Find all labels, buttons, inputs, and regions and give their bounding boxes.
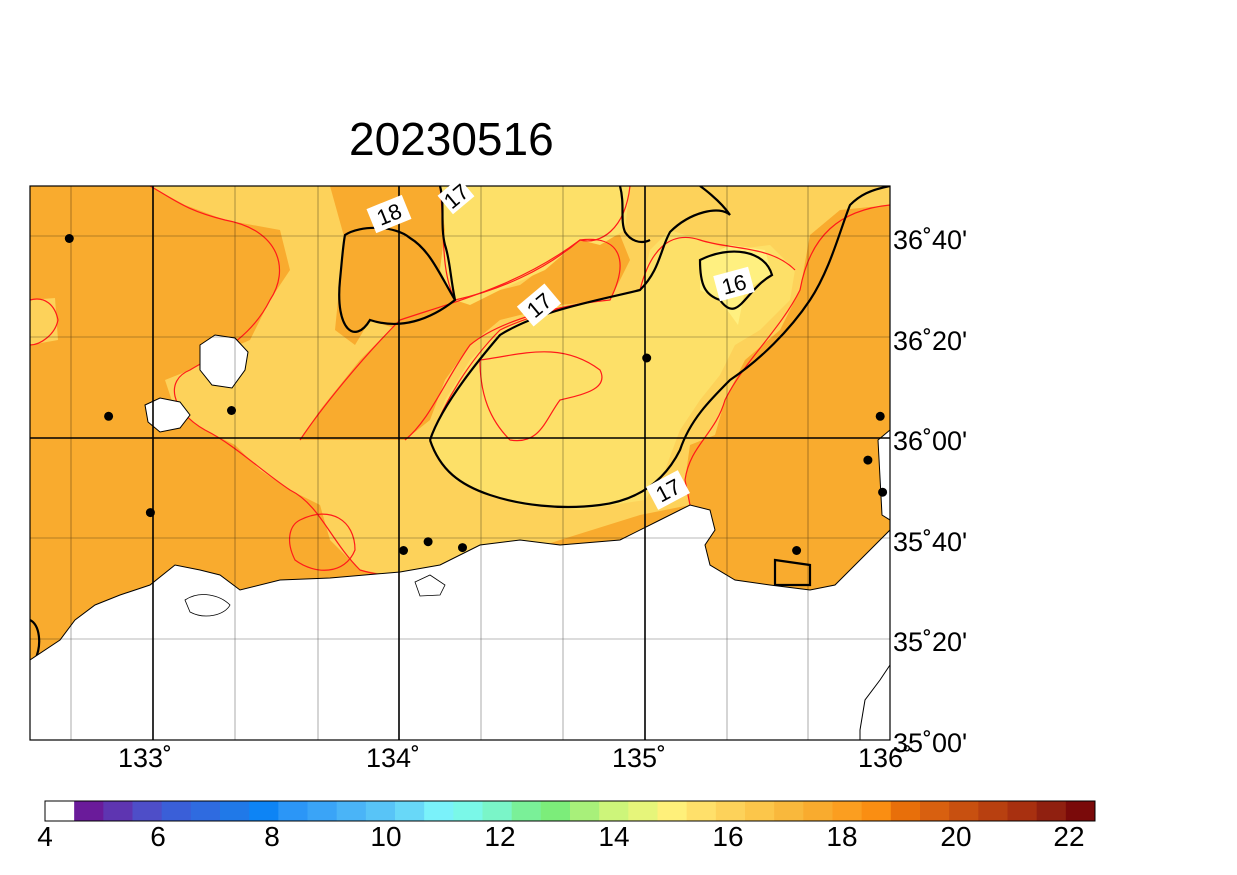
lat-tick-3620: 36˚20' [893,326,967,356]
station-marker [863,455,873,465]
colorbar-swatch [161,801,192,821]
colorbar-swatch [715,801,746,821]
island-dozen [144,397,191,433]
colorbar-label-4: 4 [37,821,53,852]
map-title: 20230516 [349,113,554,165]
colorbar-swatch [395,801,425,821]
colorbar-label-6: 6 [150,821,166,852]
colorbar-swatch [832,801,863,821]
colorbar-swatch [745,801,775,821]
colorbar-swatch [540,801,571,821]
colorbar-swatch [803,801,833,821]
contour-label-16: 16 [713,266,755,302]
sea-cool-region [440,186,630,305]
graticule [30,186,890,740]
lat-tick-3600: 36˚00' [893,426,967,456]
land-southeast [859,664,890,740]
colorbar-swatch [132,801,163,821]
colorbar-border [44,800,1096,822]
lat-tick-3500: 35˚00' [893,728,967,758]
colorbar-swatch [774,801,804,821]
colorbar-swatch [599,801,629,821]
colorbar-swatch [249,801,279,821]
colorbar-swatch [453,801,483,821]
lat-tick-3640: 36˚40' [893,225,967,255]
station-marker [875,411,885,421]
colorbar-swatch [628,801,658,821]
colorbar-swatch [45,801,75,821]
colorbar-swatch [686,801,717,821]
colorbar-swatch [336,801,367,821]
lon-tick-135: 135˚ [612,743,666,773]
sea-mild-patch [30,298,58,345]
station-marker [399,546,408,555]
lon-tick-136: 136˚ [858,743,912,773]
colorbar-label-22: 22 [1053,821,1084,852]
island-dogo [199,334,249,389]
colorbar-label-16: 16 [712,821,743,852]
colorbar-label-12: 12 [484,821,515,852]
lat-tick-3520: 35˚20' [893,627,967,657]
colorbar-swatch [657,801,688,821]
colorbar-swatch [861,801,892,821]
contour-label-17c: 17 [646,470,690,510]
station-marker [458,543,467,553]
colorbar-swatch [190,801,221,821]
colorbar-swatch [278,801,308,821]
colorbar-swatch [949,801,979,821]
colorbar-swatch [570,801,600,821]
colorbar-swatch [482,801,513,821]
sea-warm-lobe [330,186,455,345]
colorbar-label-10: 10 [370,821,401,852]
colorbar-label-14: 14 [598,821,629,852]
colorbar-swatch [978,801,1008,821]
colorbar-label-20: 20 [940,821,971,852]
colorbar-swatch [365,801,396,821]
lake [414,574,446,597]
station-marker [642,353,652,363]
station-marker [227,406,236,415]
station-marker [104,411,114,421]
station-marker [64,234,74,243]
colorbar-label-18: 18 [826,821,857,852]
colorbar-swatch [103,801,133,821]
colorbar-label-8: 8 [264,821,280,852]
colorbar-swatch [424,801,454,821]
station-marker [423,537,433,547]
sea-warm-tongue [300,235,630,440]
sand-dunes [184,594,231,617]
colorbar [44,800,1096,822]
station-marker [792,546,802,555]
lat-tick-3540: 35˚40' [893,527,967,557]
colorbar-swatch [1036,801,1067,821]
land-honshu [30,504,890,740]
colorbar-swatch [220,801,250,821]
colorbar-swatch [511,801,542,821]
colorbar-swatch [1065,801,1096,821]
colorbar-swatch [307,801,338,821]
colorbar-swatch [920,801,950,821]
lon-tick-134: 134˚ [366,743,420,773]
colorbar-swatch [890,801,921,821]
colorbar-labels: 4 6 8 10 12 14 16 18 20 22 [37,821,1084,852]
colorbar-swatch [1007,801,1038,821]
graticule-major [30,186,890,740]
lon-tick-133: 133˚ [118,743,172,773]
colorbar-swatch [74,801,104,821]
station-marker [878,487,888,497]
